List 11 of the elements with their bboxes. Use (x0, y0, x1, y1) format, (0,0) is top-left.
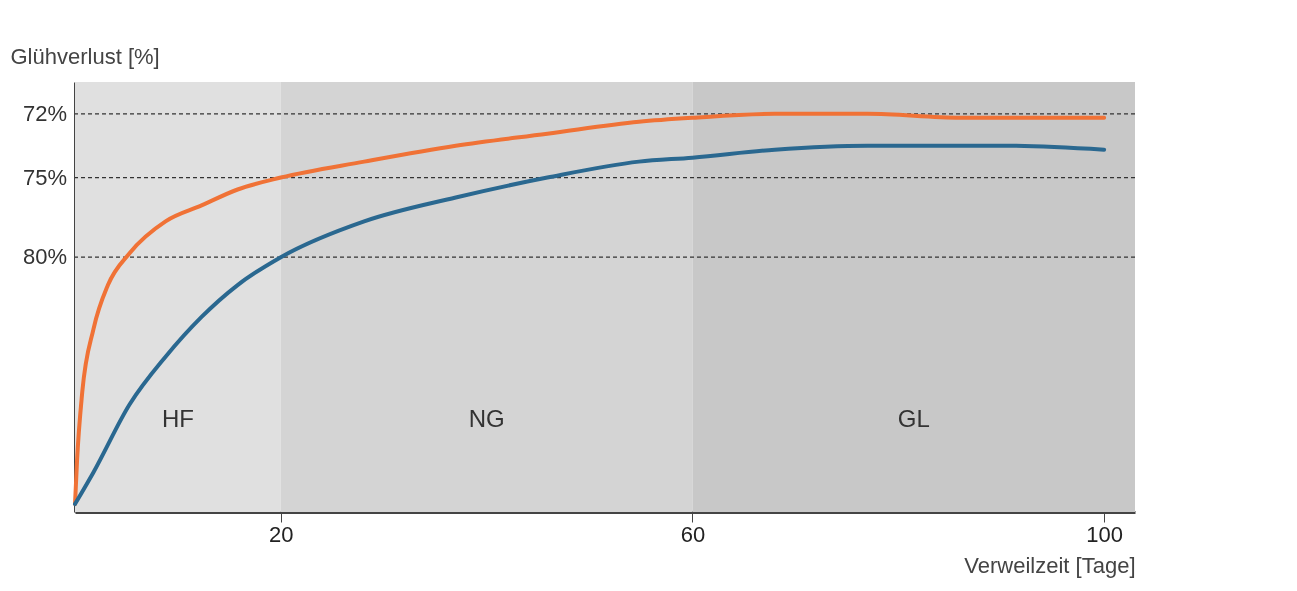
band-label: NG (468, 405, 505, 433)
text: 72% (22, 100, 67, 126)
text: 80% (22, 244, 67, 270)
x-tick-label: 60 (680, 521, 706, 547)
x-tick-label: 100 (1086, 521, 1123, 547)
text: 75% (22, 164, 67, 190)
y-axis-title: Glühverlust [%] (10, 43, 160, 69)
band-label: HF (161, 405, 194, 433)
x-tick-label: 20 (269, 521, 294, 547)
x-axis-title: Verweilzeit [Tage] (964, 552, 1136, 578)
band-label: GL (897, 405, 930, 433)
